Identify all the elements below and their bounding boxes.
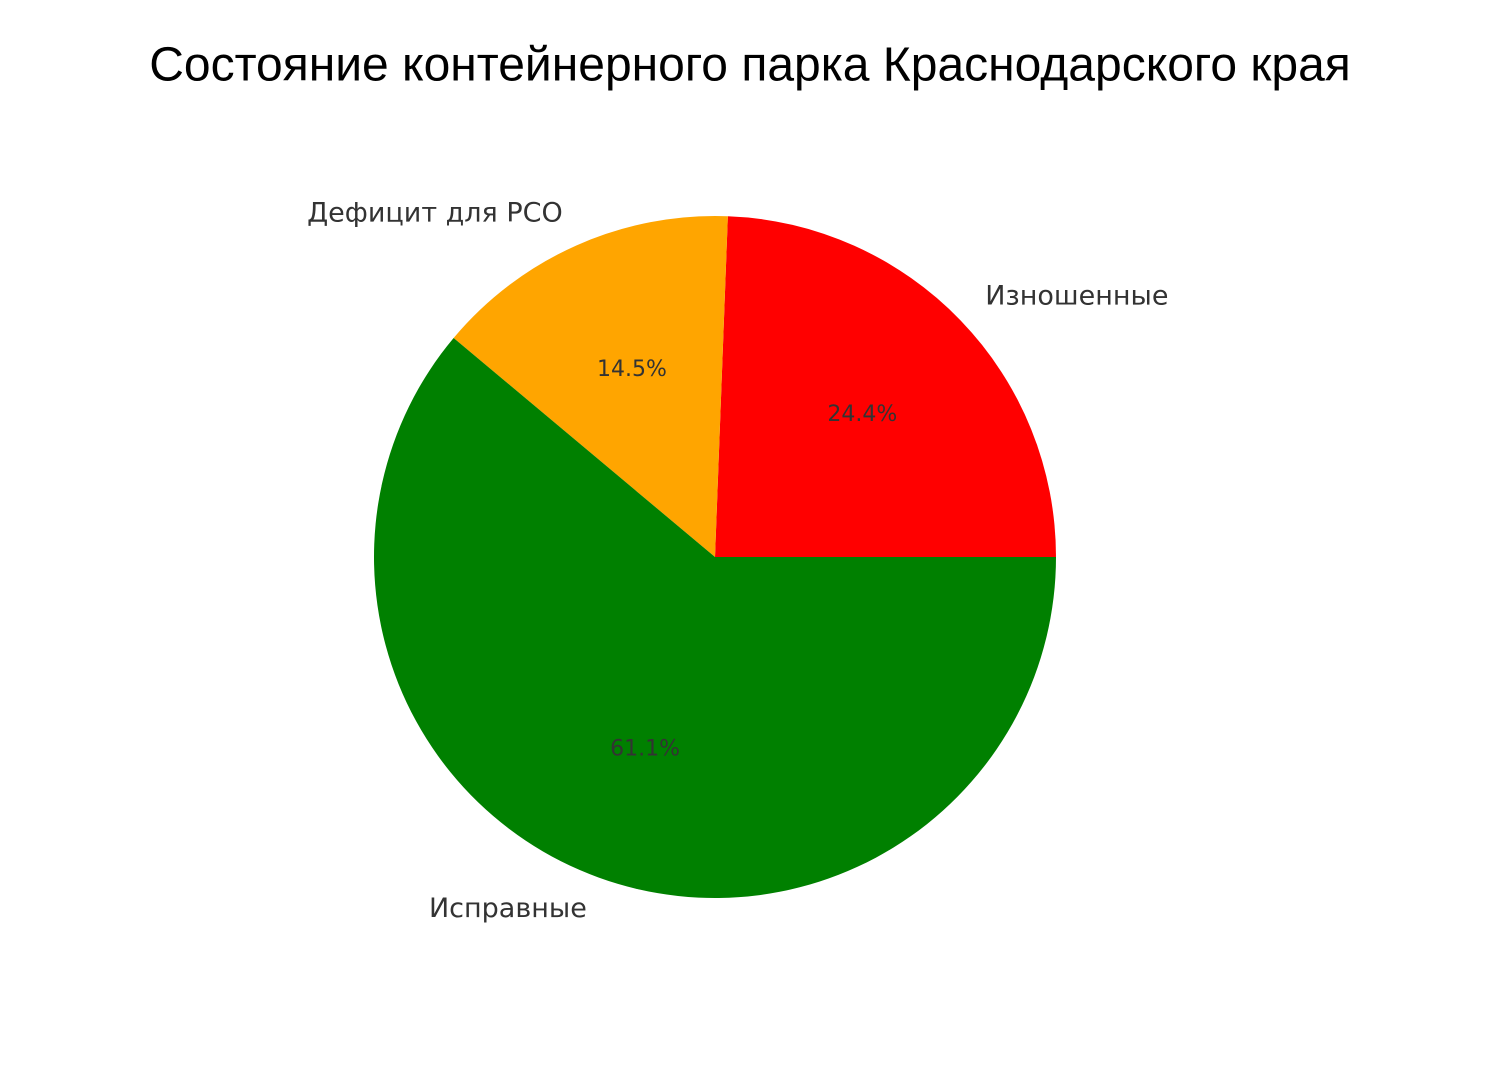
chart-title: Состояние контейнерного парка Краснодарс… (149, 39, 1351, 92)
pie-slice (374, 337, 1057, 899)
value-label: 24.4% (827, 402, 897, 427)
slice-label: Исправные (429, 893, 587, 924)
slice-label: Дефицит для РСО (307, 198, 563, 229)
pie-slice (453, 216, 728, 557)
slice-label: Изношенные (985, 280, 1168, 311)
value-label: 61.1% (610, 736, 680, 761)
value-label: 14.5% (597, 357, 667, 382)
pie-slice (715, 216, 1056, 557)
